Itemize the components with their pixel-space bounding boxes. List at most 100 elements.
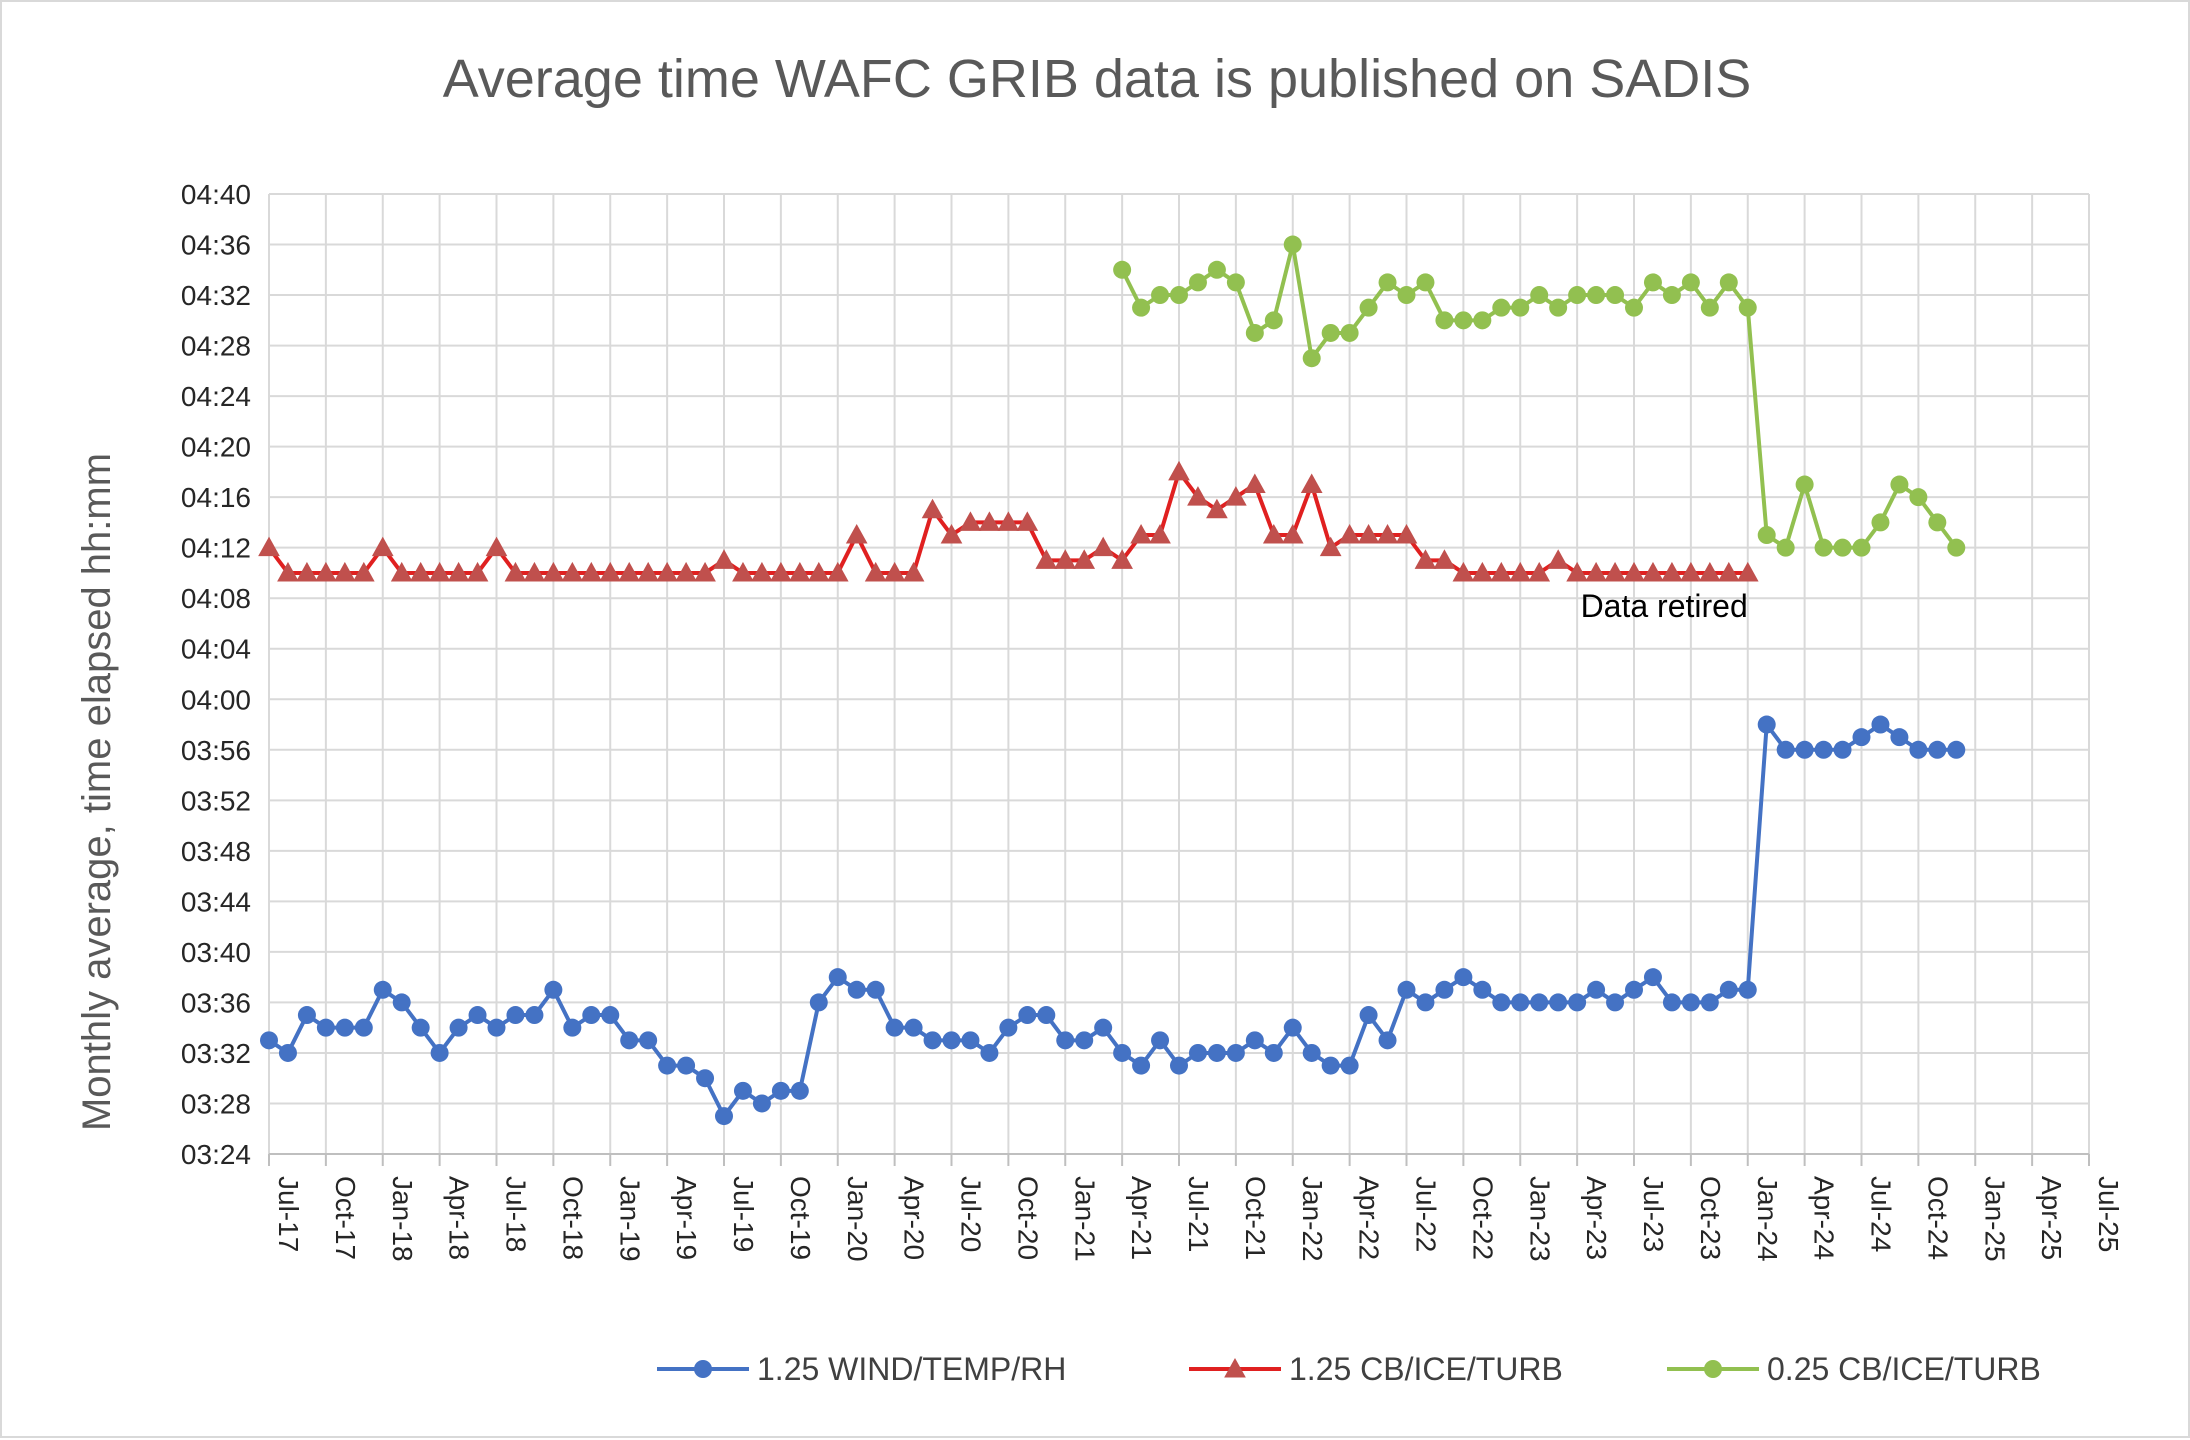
data-point xyxy=(1492,298,1511,317)
x-tick-label: Jan-18 xyxy=(387,1176,418,1262)
data-point xyxy=(1130,524,1152,544)
data-point xyxy=(1243,473,1266,494)
data-point xyxy=(1075,1031,1094,1050)
x-tick-label: Jul-17 xyxy=(273,1176,304,1252)
data-point xyxy=(1226,273,1245,292)
data-point xyxy=(1547,549,1570,569)
x-tick-label: Apr-23 xyxy=(1581,1176,1612,1260)
data-point xyxy=(411,1018,430,1037)
y-tick-label: 03:56 xyxy=(181,735,251,766)
data-point xyxy=(1947,538,1966,557)
data-point xyxy=(1757,526,1776,545)
data-point xyxy=(1340,1056,1359,1075)
data-point xyxy=(1073,549,1096,569)
data-point xyxy=(1928,740,1947,759)
data-point xyxy=(1111,549,1133,569)
y-tick-label: 04:16 xyxy=(181,482,251,513)
data-point xyxy=(468,1006,487,1025)
data-point xyxy=(1549,298,1568,317)
data-point xyxy=(1207,260,1226,279)
y-tick-label: 03:48 xyxy=(181,836,251,867)
data-point xyxy=(1149,524,1171,544)
y-tick-label: 04:32 xyxy=(181,280,251,311)
annotations: Data retired xyxy=(1581,588,1748,624)
chart-title: Average time WAFC GRIB data is published… xyxy=(443,49,1752,109)
data-point xyxy=(373,980,392,999)
data-point xyxy=(1814,740,1833,759)
data-point xyxy=(677,1056,696,1075)
y-tick-label: 03:24 xyxy=(181,1139,251,1170)
y-tick-label: 04:08 xyxy=(181,583,251,614)
x-tick-label: Jan-20 xyxy=(842,1176,873,1262)
data-point xyxy=(809,993,828,1012)
data-point xyxy=(1056,1031,1075,1050)
data-point xyxy=(504,561,527,582)
y-tick-label: 03:44 xyxy=(181,886,251,917)
x-tick-label: Jul-23 xyxy=(1638,1176,1669,1252)
x-tick-label: Apr-19 xyxy=(671,1176,702,1260)
data-point xyxy=(1642,561,1664,582)
data-point xyxy=(447,561,470,582)
data-point xyxy=(807,561,830,582)
data-point xyxy=(940,524,963,544)
x-tick-label: Jul-22 xyxy=(1411,1176,1442,1252)
data-point xyxy=(1717,561,1740,582)
x-tick-label: Oct-22 xyxy=(1467,1176,1498,1260)
y-tick-label: 04:00 xyxy=(181,684,251,715)
legend-label: 1.25 WIND/TEMP/RH xyxy=(757,1351,1066,1387)
data-point xyxy=(694,561,716,582)
data-point xyxy=(297,1006,316,1025)
data-point xyxy=(1035,549,1058,569)
data-point xyxy=(1132,1056,1151,1075)
x-tick-label: Oct-21 xyxy=(1240,1176,1271,1260)
y-tick-label: 04:36 xyxy=(181,230,251,261)
data-point xyxy=(790,1081,809,1100)
series-layer xyxy=(258,235,1966,1126)
y-tick-label: 03:52 xyxy=(181,785,251,816)
data-point xyxy=(883,561,906,582)
data-point xyxy=(1226,1043,1245,1062)
data-point xyxy=(1170,286,1188,305)
data-point xyxy=(1871,513,1890,532)
x-tick-label: Jul-25 xyxy=(2093,1176,2124,1252)
data-point xyxy=(1566,561,1588,582)
data-point xyxy=(658,1056,677,1075)
data-point xyxy=(864,561,887,582)
data-point xyxy=(847,980,866,999)
annotation-data-retired: Data retired xyxy=(1581,588,1748,624)
data-point xyxy=(582,1006,601,1025)
data-point xyxy=(506,1006,525,1025)
data-point xyxy=(1054,549,1077,569)
x-tick-label: Apr-21 xyxy=(1126,1176,1157,1260)
data-point xyxy=(1511,298,1530,317)
x-tick-label: Jul-18 xyxy=(501,1176,532,1252)
legend-marker xyxy=(1224,1357,1246,1378)
data-point xyxy=(544,980,563,999)
data-point xyxy=(1376,524,1399,544)
x-tick-label: Oct-23 xyxy=(1695,1176,1726,1260)
legend-marker xyxy=(1704,1360,1722,1378)
data-point xyxy=(1585,561,1607,582)
y-tick-label: 03:28 xyxy=(181,1088,251,1119)
data-point xyxy=(1016,511,1039,531)
data-point xyxy=(1795,475,1814,494)
data-point xyxy=(1528,561,1551,582)
data-point xyxy=(1757,715,1776,734)
data-point xyxy=(1092,536,1115,557)
x-tick-label: Oct-24 xyxy=(1922,1176,1953,1260)
data-point xyxy=(1452,561,1475,582)
data-point xyxy=(1852,538,1871,557)
data-point xyxy=(1871,715,1890,734)
data-point xyxy=(1435,311,1454,330)
y-tick-label: 04:20 xyxy=(181,432,251,463)
data-point xyxy=(1473,980,1492,999)
data-point xyxy=(278,1043,297,1062)
data-point xyxy=(1947,740,1966,759)
data-point xyxy=(601,1006,620,1025)
data-point xyxy=(1397,286,1416,305)
data-point xyxy=(1852,728,1871,747)
data-point xyxy=(1909,740,1928,759)
data-point xyxy=(296,561,318,582)
data-point xyxy=(1018,1006,1037,1025)
